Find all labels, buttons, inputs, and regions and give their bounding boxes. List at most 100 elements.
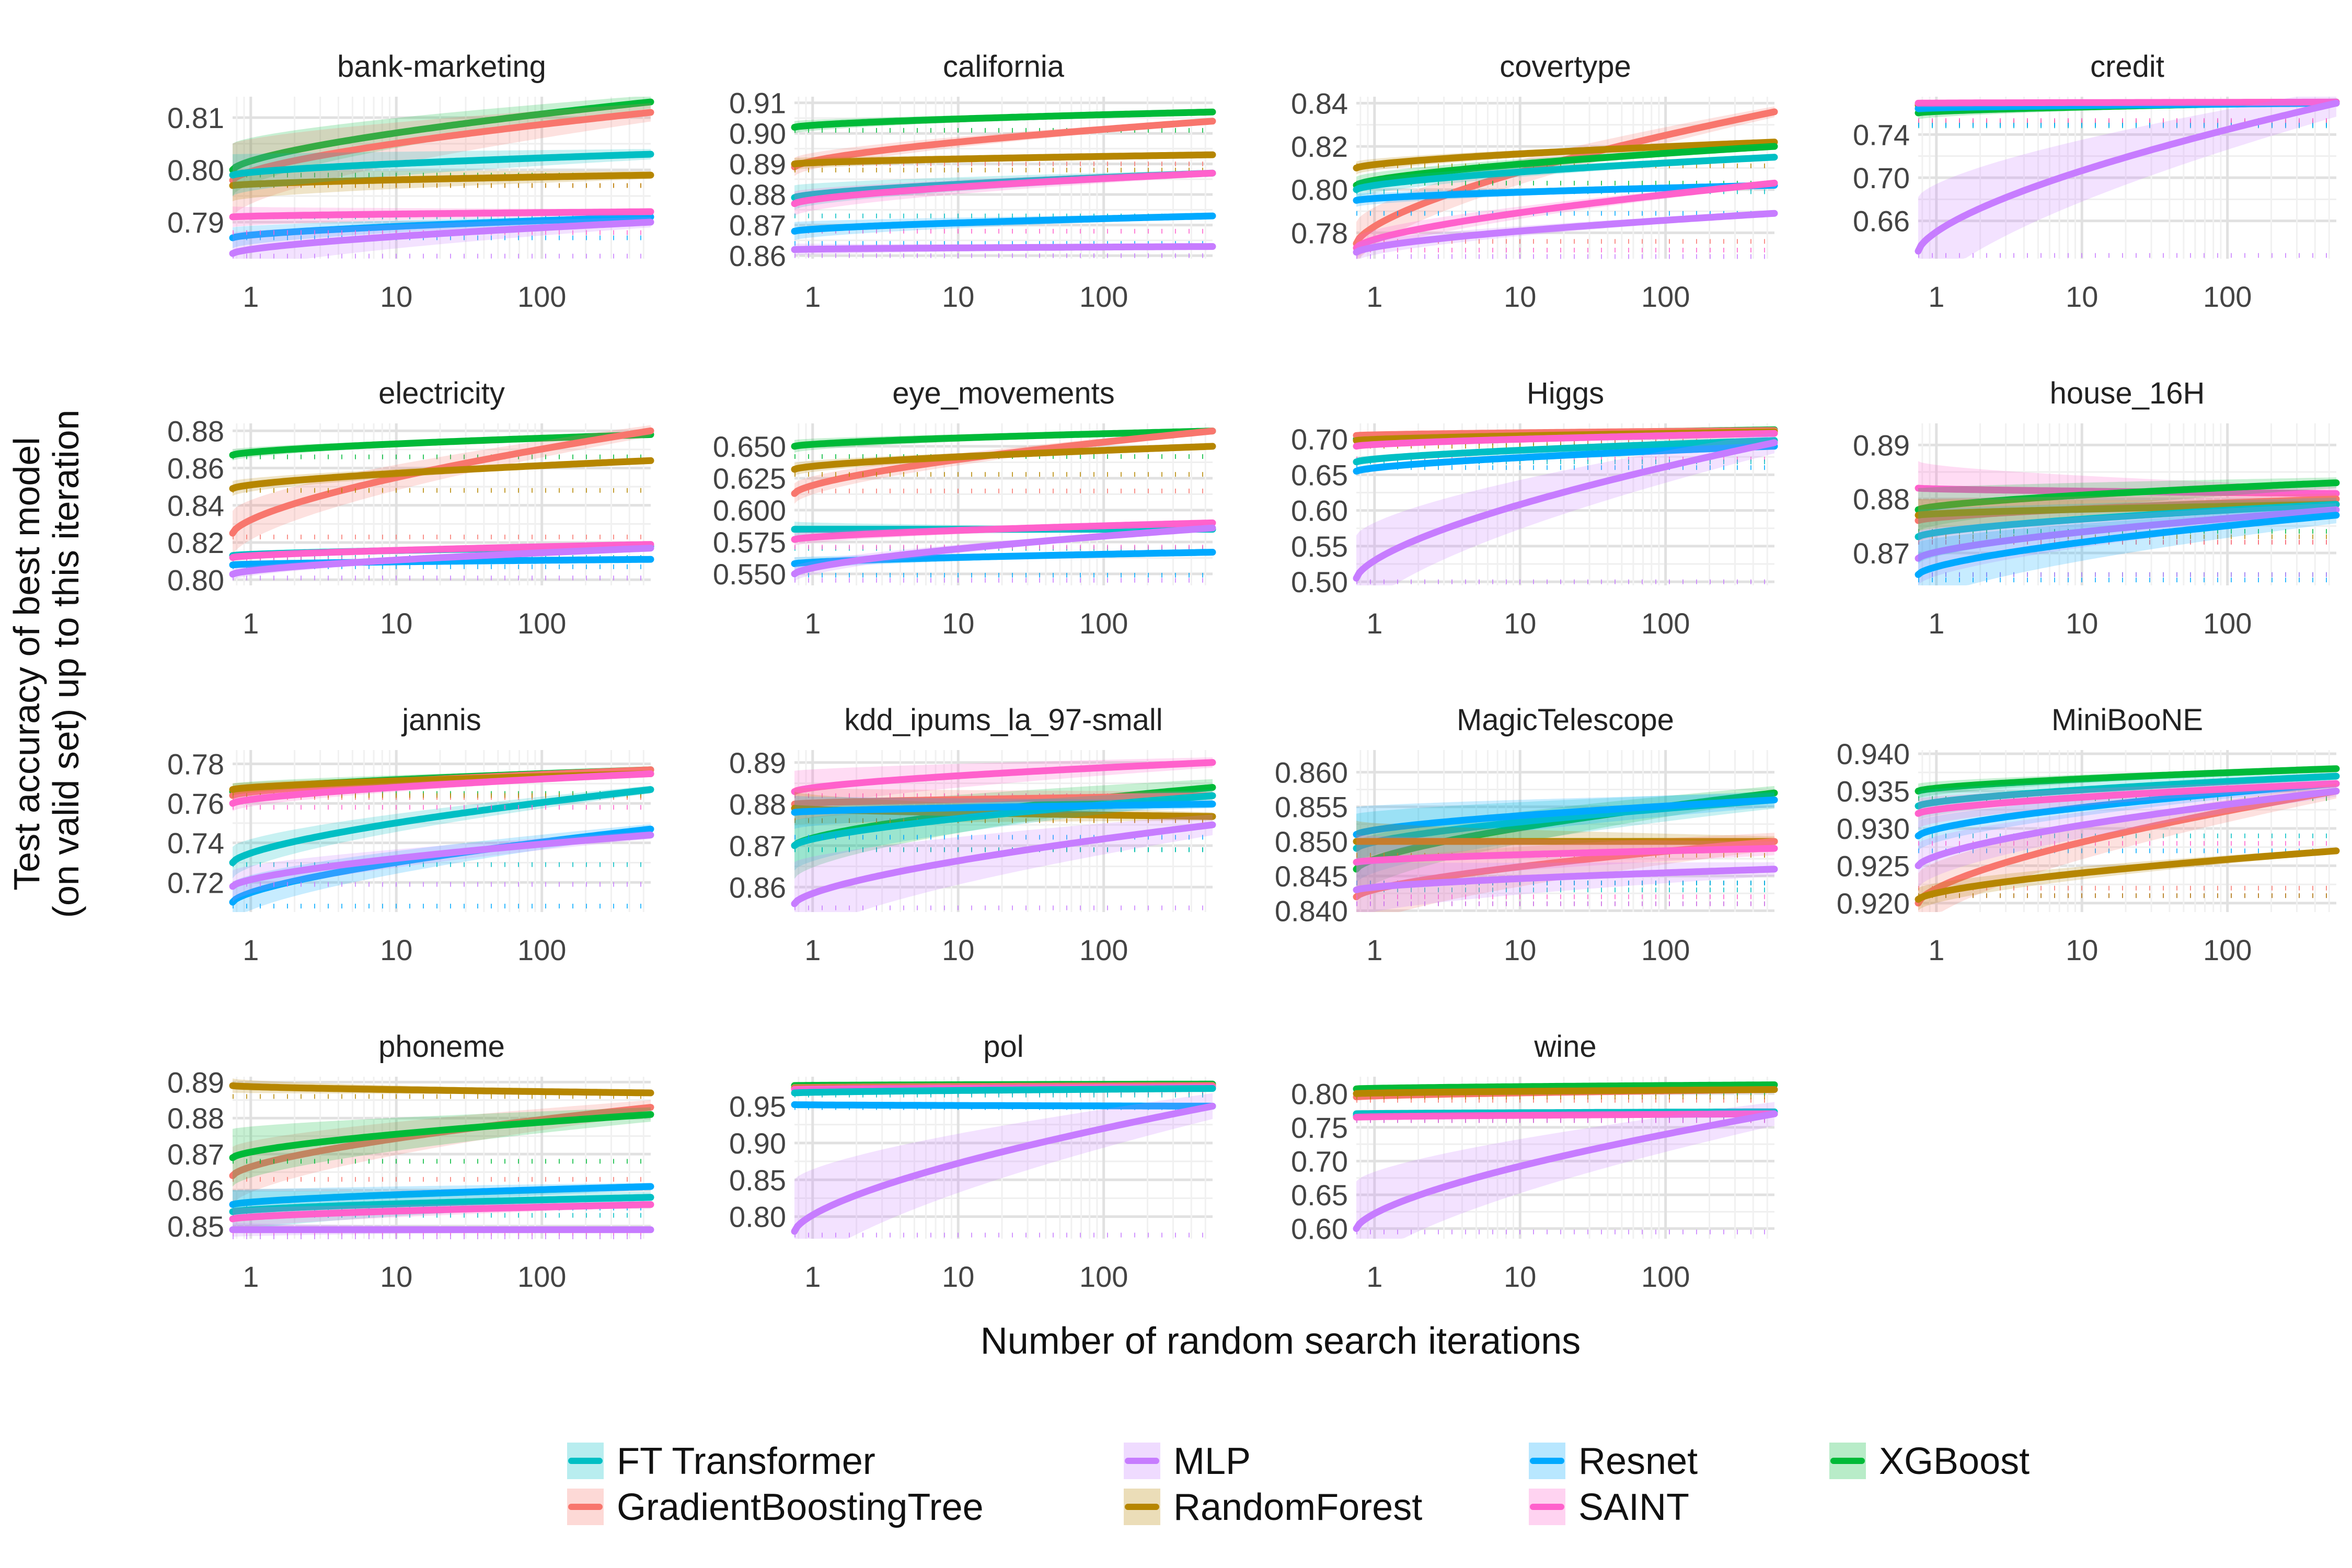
x-tick-label: 1 — [804, 1260, 821, 1293]
series-line — [791, 792, 1216, 808]
x-tick-label: 100 — [1641, 1260, 1690, 1293]
series-line — [1353, 1086, 1778, 1097]
y-tick-label: 0.79 — [167, 206, 224, 239]
series-group — [791, 757, 1216, 813]
series-line — [1915, 506, 2340, 562]
series-line — [791, 519, 1216, 543]
series-line — [791, 428, 1216, 450]
legend-label: GradientBoostingTree — [617, 1486, 984, 1528]
facet-panel: california 0.860.870.880.890.900.91 1 10 100 — [729, 50, 1216, 313]
series-group — [229, 1107, 654, 1187]
series-line — [1353, 143, 1778, 189]
series-line — [1353, 1110, 1778, 1121]
x-tick-label: 10 — [2066, 280, 2098, 313]
y-tick-label: 0.84 — [167, 489, 224, 522]
series-line — [229, 151, 654, 179]
facet-title: covertype — [1500, 50, 1631, 84]
facet-panel: kdd_ipums_la_97-small 0.86 0.87 0.88 0.89 1 10… — [729, 703, 1216, 966]
series-group — [1915, 98, 2340, 123]
y-tick-label: 0.74 — [1853, 118, 1910, 151]
series-line — [1915, 780, 2340, 817]
facet-panel: MiniBooNE 0.920 0.925 0.930 0.935 0.940 1 10 100 — [1837, 703, 2340, 966]
series-ribbon — [1356, 793, 1774, 862]
series-line — [791, 118, 1216, 170]
series-group — [791, 1085, 1216, 1098]
y-tick-label: 0.89 — [729, 746, 786, 779]
x-tick-label: 1 — [243, 933, 259, 966]
series-group — [791, 1093, 1216, 1239]
x-tick-label: 100 — [517, 1260, 566, 1293]
y-tick-label: 0.550 — [713, 558, 786, 591]
series-line — [1915, 847, 2340, 903]
x-tick-label: 10 — [2066, 607, 2098, 640]
series-group — [229, 1183, 654, 1219]
x-tick-label: 100 — [1079, 607, 1128, 640]
facet-title: Higgs — [1527, 376, 1604, 410]
facet-title: MiniBooNE — [2051, 703, 2203, 737]
series-ribbon — [1918, 785, 2336, 889]
series-line — [791, 243, 1216, 253]
series-line — [1915, 512, 2340, 578]
series-line — [229, 1183, 654, 1208]
facet-panel: credit 0.66 0.70 0.74 1 10 100 — [1853, 50, 2340, 313]
x-tick-label: 10 — [380, 280, 412, 313]
series-group — [791, 428, 1216, 459]
series-ribbon — [233, 1107, 651, 1187]
series-group — [229, 431, 654, 461]
series-line — [1353, 154, 1778, 193]
series-group — [229, 1201, 654, 1236]
series-ribbon — [233, 1100, 651, 1205]
y-tick-label: 0.55 — [1291, 530, 1348, 563]
y-tick-label: 0.625 — [713, 462, 786, 495]
series-line — [791, 169, 1216, 207]
x-tick-label: 10 — [1504, 607, 1536, 640]
legend-label: Resnet — [1578, 1440, 1698, 1482]
series-line — [1353, 210, 1778, 256]
y-tick-label: 0.855 — [1275, 791, 1348, 824]
series-group — [1915, 772, 2340, 838]
series-line — [229, 431, 654, 459]
series-line — [791, 443, 1216, 473]
x-tick-label: 10 — [1504, 280, 1536, 313]
series-line — [229, 545, 654, 578]
x-tick-label: 100 — [2203, 933, 2252, 966]
x-tick-label: 100 — [1079, 1260, 1128, 1293]
series-line — [791, 821, 1216, 907]
series-line — [1353, 179, 1778, 251]
series-group — [229, 457, 654, 496]
x-tick-label: 100 — [517, 933, 566, 966]
y-tick-label: 0.80 — [167, 563, 224, 596]
x-tick-label: 100 — [1079, 933, 1128, 966]
y-tick-label: 0.86 — [167, 1174, 224, 1207]
x-tick-label: 100 — [2203, 607, 2252, 640]
series-group — [229, 545, 654, 581]
y-tick-label: 0.935 — [1837, 775, 1910, 808]
series-ribbon — [1918, 498, 2336, 564]
series-line — [791, 800, 1216, 816]
y-tick-label: 0.70 — [1291, 423, 1348, 456]
series-group — [791, 814, 1216, 912]
x-tick-label: 1 — [804, 607, 821, 640]
series-line — [791, 151, 1216, 168]
series-line — [1915, 788, 2340, 869]
y-tick-label: 0.66 — [1853, 205, 1910, 238]
legend-item: FT Transformer — [567, 1440, 875, 1482]
series-group — [229, 541, 654, 562]
series-line — [229, 770, 654, 807]
y-tick-label: 0.840 — [1275, 894, 1348, 927]
series-ribbon — [1356, 791, 1774, 883]
y-tick-label: 0.85 — [167, 1210, 224, 1243]
series-group — [1353, 862, 1778, 912]
series-ribbon — [1356, 786, 1774, 897]
series-group — [1353, 1110, 1778, 1123]
y-tick-label: 0.60 — [1291, 494, 1348, 527]
y-tick-label: 0.70 — [1291, 1145, 1348, 1178]
y-axis-label-line-1: Test accuracy of best model — [6, 437, 47, 891]
series-line — [229, 541, 654, 561]
facet-panel: covertype 0.78 0.80 0.82 0.84 1 10 100 — [1291, 50, 1778, 313]
series-group — [1353, 1086, 1778, 1100]
x-tick-label: 10 — [380, 933, 412, 966]
y-tick-label: 0.600 — [713, 494, 786, 527]
series-group — [791, 795, 1216, 840]
